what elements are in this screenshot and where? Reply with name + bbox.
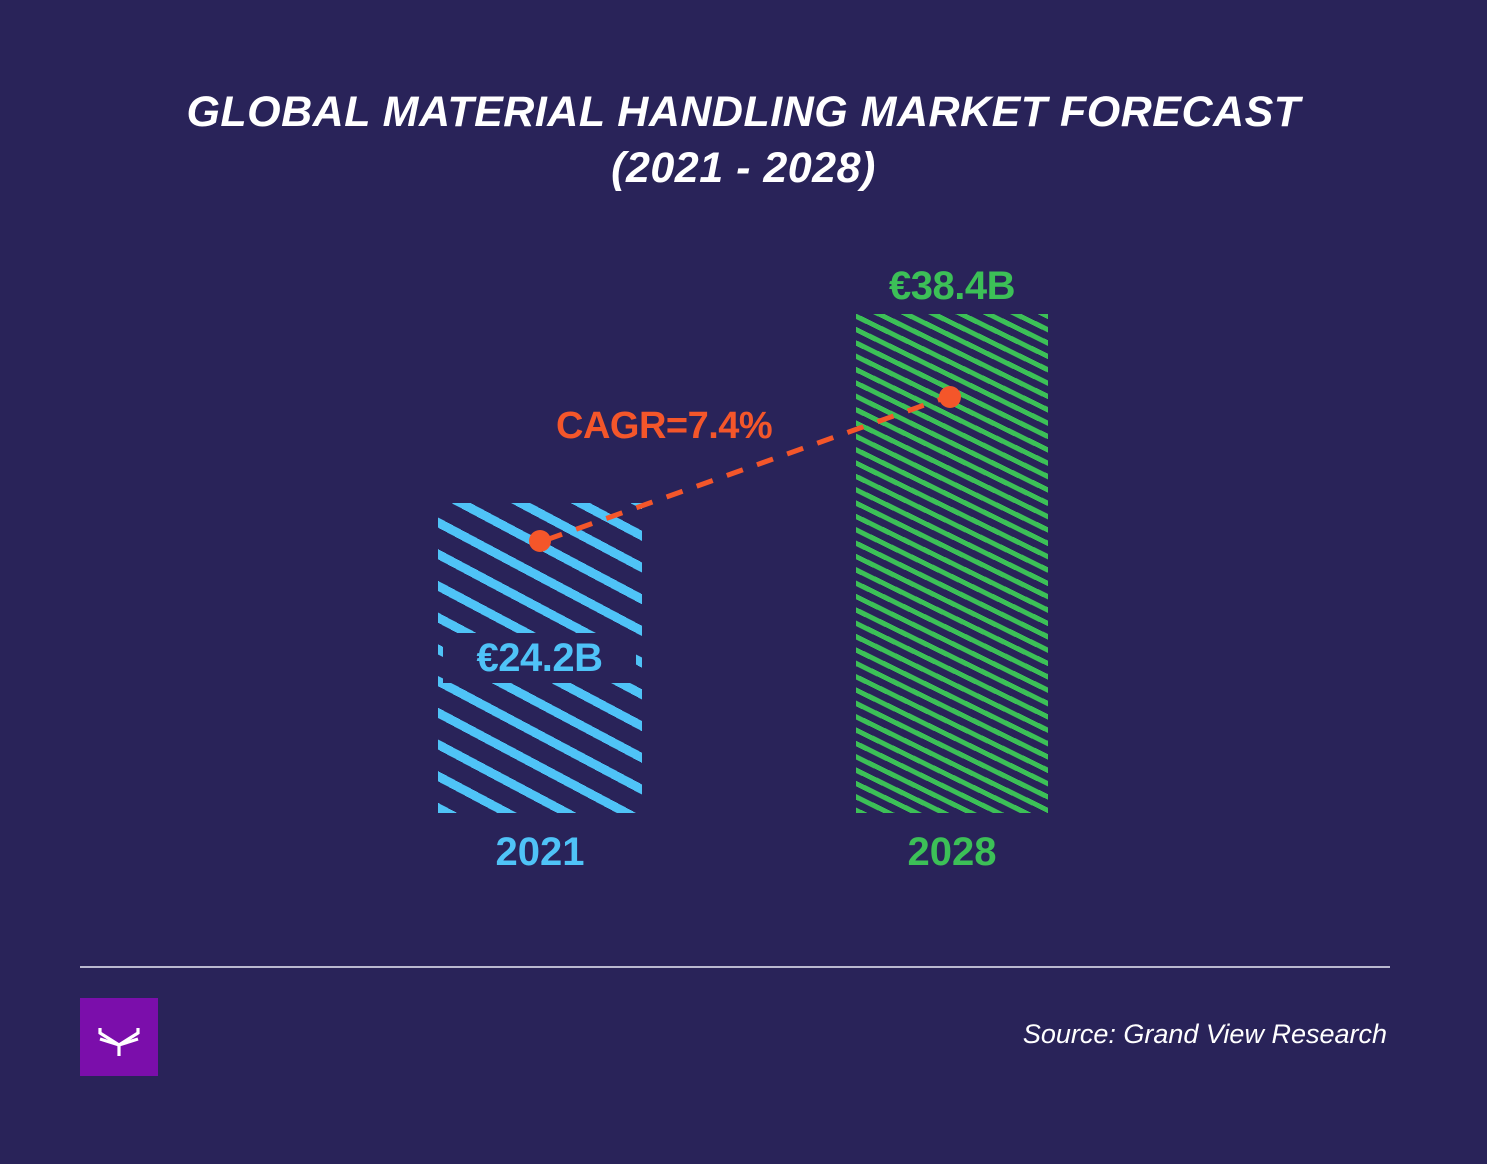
cagr-trend-line <box>529 386 961 552</box>
bar-2028 <box>856 314 1048 813</box>
footer-divider <box>80 966 1390 968</box>
cagr-label: CAGR=7.4% <box>556 405 773 447</box>
source-attribution: Source: Grand View Research <box>1022 1019 1387 1049</box>
page-title: GLOBAL MATERIAL HANDLING MARKET FORECAST… <box>0 84 1487 196</box>
title-line-2: (2021 - 2028) <box>611 144 876 192</box>
bar-value-label-2028: €38.4B <box>889 264 1015 308</box>
bar-value-label-2021: €24.2B <box>443 633 636 683</box>
crossed-arrows-logo-icon <box>80 998 158 1076</box>
title-line-1: GLOBAL MATERIAL HANDLING MARKET FORECAST <box>186 88 1301 136</box>
chart-plot-area: €24.2B €38.4B CAGR=7.4% 2021 2028 <box>438 264 1048 874</box>
category-label-2021: 2021 <box>495 830 585 874</box>
category-label-2028: 2028 <box>907 830 997 874</box>
